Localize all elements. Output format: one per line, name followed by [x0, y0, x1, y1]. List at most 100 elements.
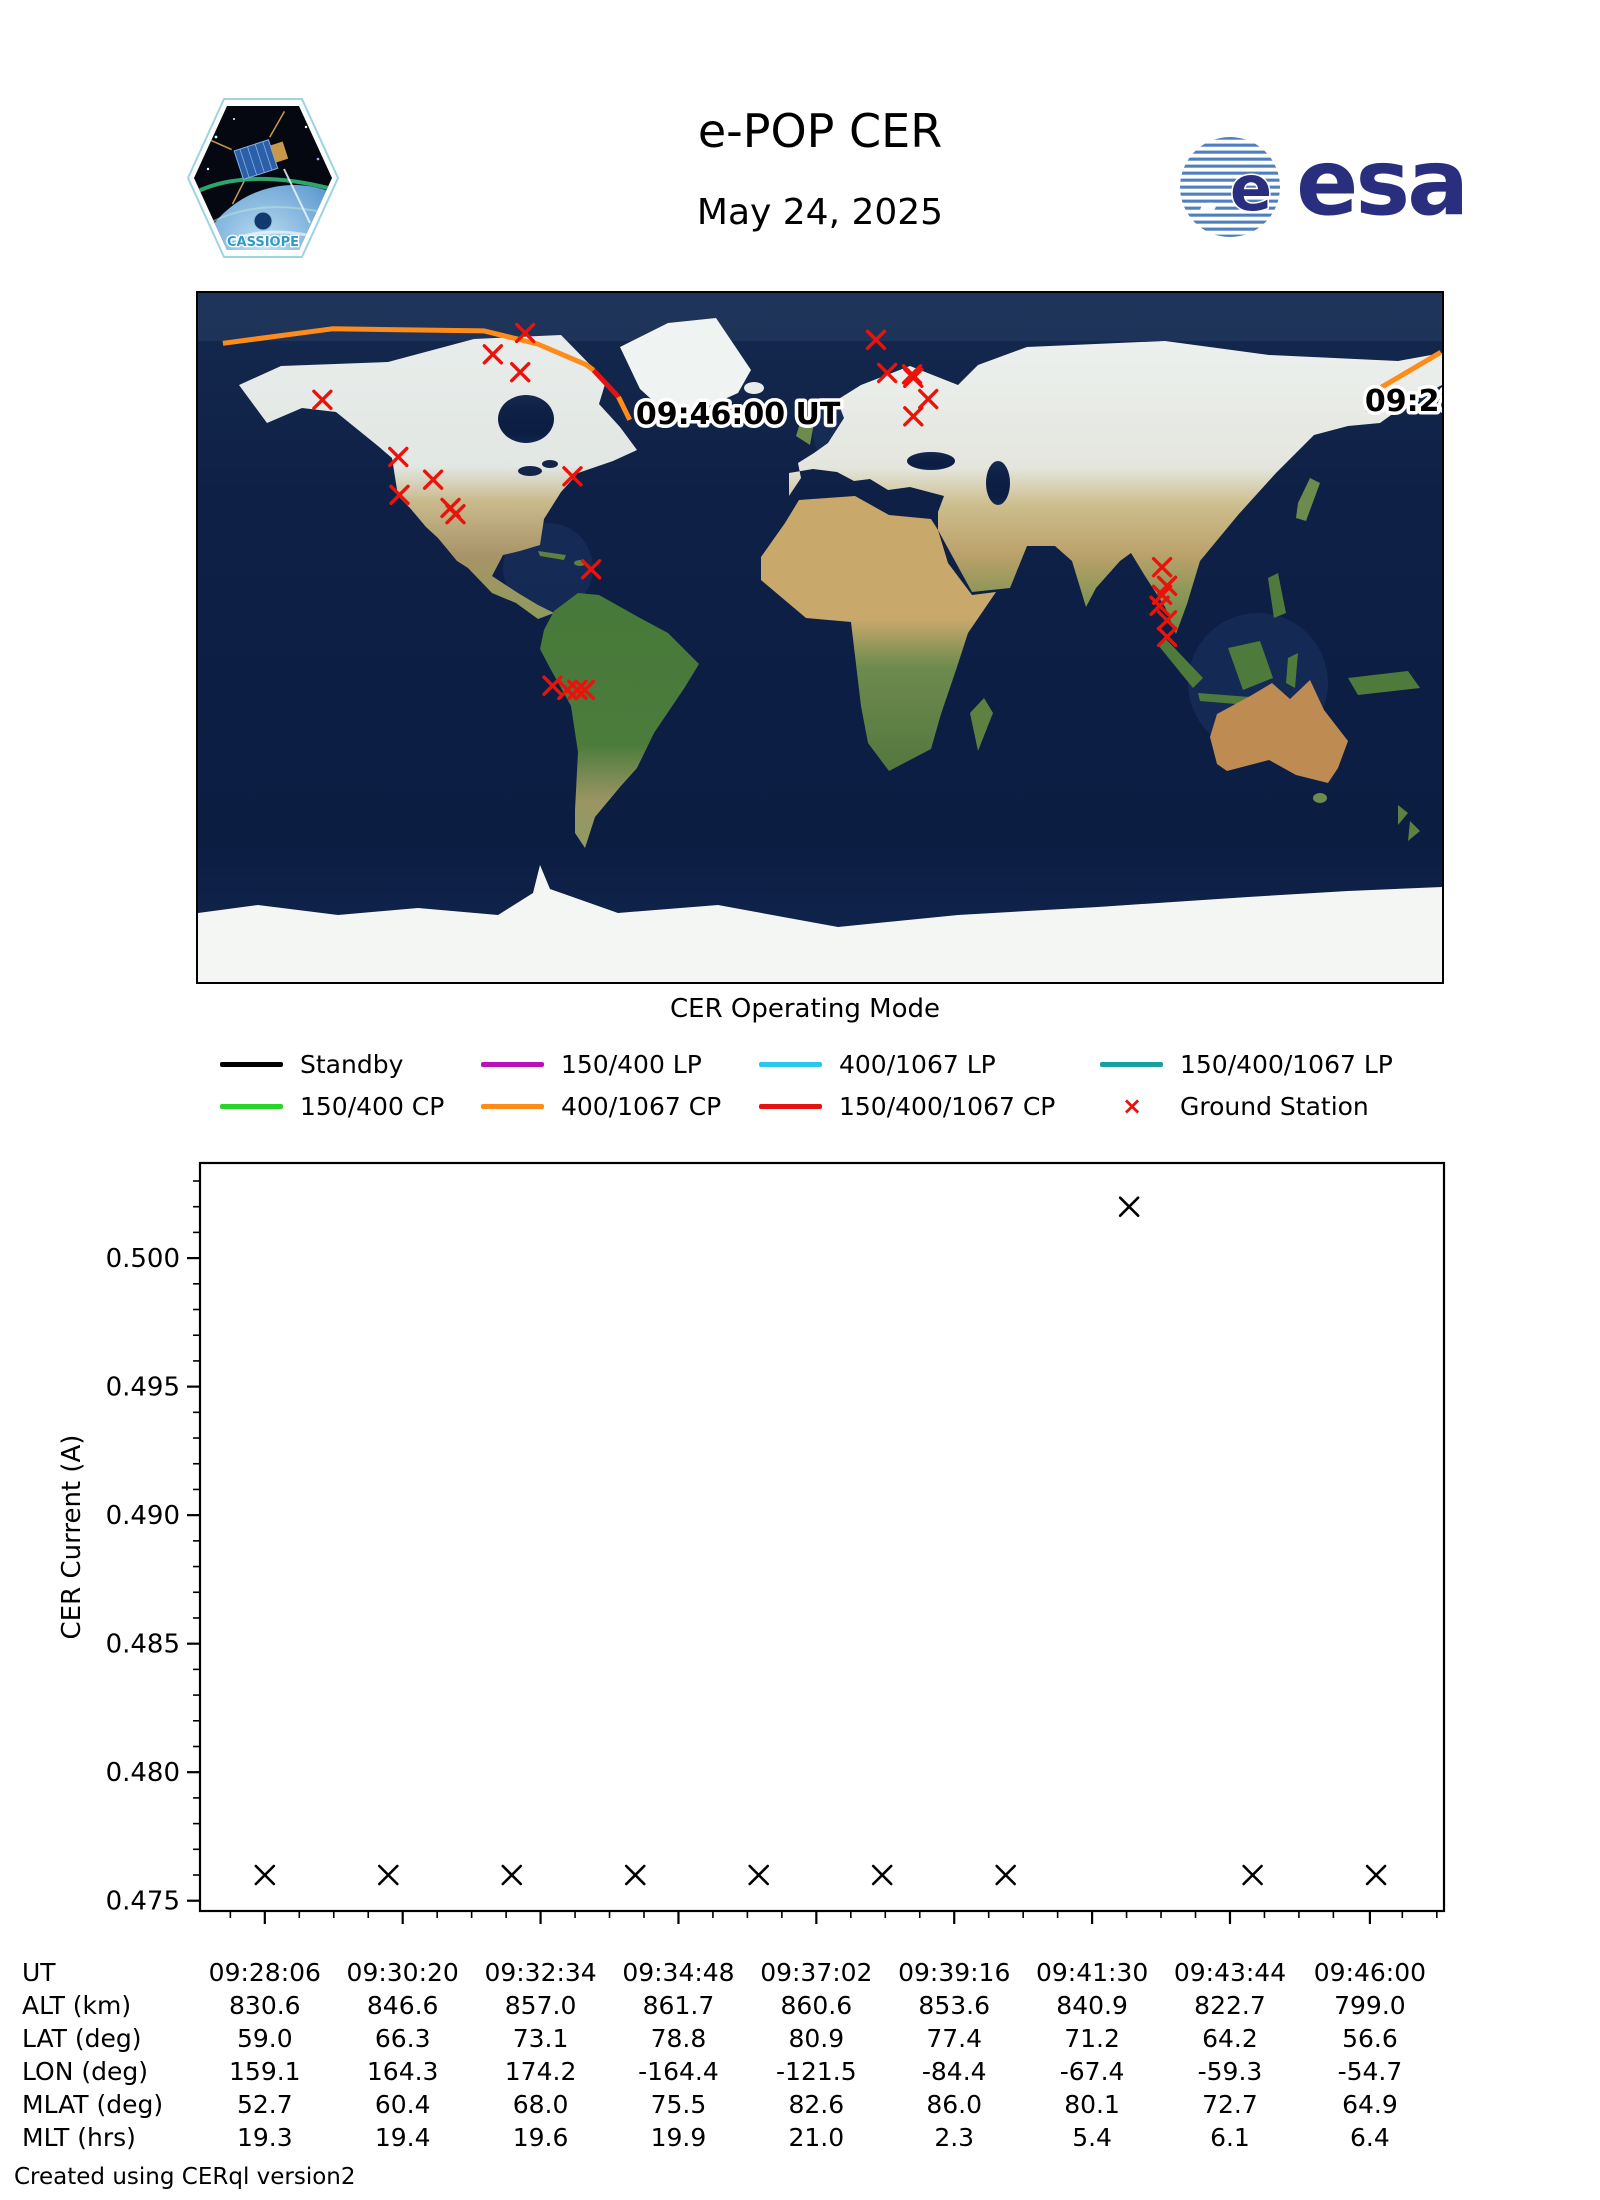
- legend-item-label: 400/1067 CP: [561, 1092, 722, 1121]
- page-date: May 24, 2025: [696, 192, 944, 233]
- world-map: 09:46:00 UT 09:28:06 UT: [198, 293, 1573, 982]
- track-time-label: 09:28:06 UT: [1365, 384, 1442, 419]
- esa-globe-icon: e: [1180, 137, 1280, 237]
- ground-station-marker: [876, 362, 898, 384]
- table-row-label: ALT (km): [22, 1991, 132, 2020]
- legend-item-label: 150/400/1067 CP: [839, 1092, 1056, 1121]
- legend-swatch: [481, 1104, 544, 1109]
- table-cell: 78.8: [650, 2024, 707, 2053]
- cassiope-mission-patch: CASSIOPE: [186, 98, 340, 258]
- table-cell: 159.1: [229, 2057, 301, 2086]
- table-cell: 77.4: [926, 2024, 983, 2053]
- table-cell: 09:34:48: [622, 1958, 735, 1987]
- patch-satellite: [206, 111, 289, 205]
- y-tick-label: 0.500: [106, 1244, 180, 1274]
- table-cell: 59.0: [236, 2024, 293, 2053]
- map-antarctica: [198, 865, 1442, 982]
- ground-station-marker: [562, 466, 583, 487]
- legend-title: CER Operating Mode: [669, 994, 940, 1024]
- data-point-marker: [1242, 1864, 1263, 1886]
- table-cell: 6.4: [1350, 2123, 1390, 2152]
- y-tick-label: 0.495: [106, 1373, 180, 1403]
- ground-station-marker: [1151, 557, 1173, 578]
- table-row-label: UT: [22, 1958, 56, 1987]
- chart-plot-border: [198, 1161, 1446, 1913]
- legend-swatch: [759, 1104, 822, 1109]
- legend-item-label: Standby: [300, 1050, 404, 1079]
- ground-station-marker: [514, 322, 536, 344]
- table-cell: -84.4: [921, 2057, 987, 2086]
- table-cell: -54.7: [1337, 2057, 1403, 2086]
- table-cell: 86.0: [926, 2090, 983, 2119]
- ground-station-marker: [1156, 610, 1178, 631]
- table-cell: 09:46:00: [1313, 1958, 1427, 1987]
- ground-station-marker: [389, 484, 410, 506]
- chart-y-axis-label: CER Current (A): [57, 1434, 87, 1640]
- ground-station-marker: [509, 362, 531, 383]
- legend-item-label: Ground Station: [1180, 1092, 1369, 1121]
- table-cell: 66.3: [374, 2024, 431, 2053]
- legend-swatch: [481, 1062, 544, 1067]
- legend-item-label: 150/400/1067 LP: [1180, 1050, 1393, 1079]
- ground-station-marker: [422, 469, 444, 490]
- table-cell: 56.6: [1342, 2024, 1398, 2053]
- satellite-track-segment: [616, 395, 632, 421]
- table-cell: 830.6: [229, 1991, 301, 2020]
- table-cell: 2.3: [934, 2123, 975, 2152]
- ground-station-marker: [567, 679, 588, 701]
- table-cell: 19.4: [374, 2123, 431, 2152]
- data-point-marker: [377, 1864, 399, 1886]
- cer-operating-mode-legend: CER Operating Mode Standby 150/400 LP 400/…: [150, 982, 1460, 1152]
- ground-station-legend-marker: ×: [1122, 1092, 1143, 1120]
- table-cell: -164.4: [638, 2057, 719, 2086]
- table-cell: 80.9: [788, 2024, 845, 2053]
- table-cell: 840.9: [1056, 1991, 1128, 2020]
- table-cell: 60.4: [374, 2090, 431, 2119]
- ground-station-marker: [388, 446, 409, 468]
- ground-station-marker: [482, 344, 504, 365]
- ground-station-marker: [574, 679, 596, 701]
- data-point-marker: [1118, 1196, 1140, 1217]
- table-cell: 71.2: [1064, 2024, 1120, 2053]
- table-cell: 861.7: [642, 1991, 715, 2020]
- patch-cassiope-label: CASSIOPE: [227, 235, 299, 250]
- y-tick-label: 0.480: [106, 1758, 180, 1788]
- y-tick-label: 0.475: [106, 1887, 180, 1917]
- table-cell: -121.5: [776, 2057, 857, 2086]
- satellite-track-segment: [591, 368, 621, 399]
- table-cell: -67.4: [1059, 2057, 1125, 2086]
- ground-station-marker: [1149, 595, 1170, 617]
- table-cell: 857.0: [504, 1991, 577, 2020]
- data-point-marker: [254, 1864, 276, 1886]
- ground-station-marker: [445, 503, 466, 525]
- table-cell: 64.9: [1342, 2090, 1398, 2119]
- legend-swatch: [220, 1062, 283, 1067]
- satellite-track-segment: [1365, 350, 1443, 414]
- table-cell: 21.0: [788, 2123, 845, 2152]
- table-cell: 846.6: [366, 1991, 439, 2020]
- table-cell: 09:41:30: [1035, 1958, 1149, 1987]
- page-title: e-POP CER: [697, 104, 943, 158]
- table-cell: 19.3: [236, 2123, 293, 2152]
- table-cell: 75.5: [650, 2090, 707, 2119]
- data-point-marker: [624, 1864, 646, 1886]
- legend-swatch: [759, 1062, 822, 1067]
- legend-item-label: 400/1067 LP: [839, 1050, 996, 1079]
- legend-swatch: [220, 1104, 283, 1109]
- table-cell: 5.4: [1072, 2123, 1112, 2152]
- table-cell: 822.7: [1194, 1991, 1266, 2020]
- satellite-track-segment: [222, 326, 596, 373]
- legend-item-label: 150/400 CP: [300, 1092, 445, 1121]
- table-cell: 853.6: [918, 1991, 990, 2020]
- table-cell: 68.0: [512, 2090, 569, 2119]
- ground-station-marker: [580, 559, 602, 580]
- y-tick-label: 0.485: [106, 1630, 180, 1660]
- table-cell: 52.7: [236, 2090, 293, 2119]
- ground-station-marker: [312, 389, 333, 410]
- table-cell: 6.1: [1210, 2123, 1250, 2152]
- table-cell: -59.3: [1197, 2057, 1263, 2086]
- table-cell: 80.1: [1064, 2090, 1120, 2119]
- esa-wordmark: esa: [1296, 129, 1466, 236]
- ground-station-marker: [903, 367, 924, 388]
